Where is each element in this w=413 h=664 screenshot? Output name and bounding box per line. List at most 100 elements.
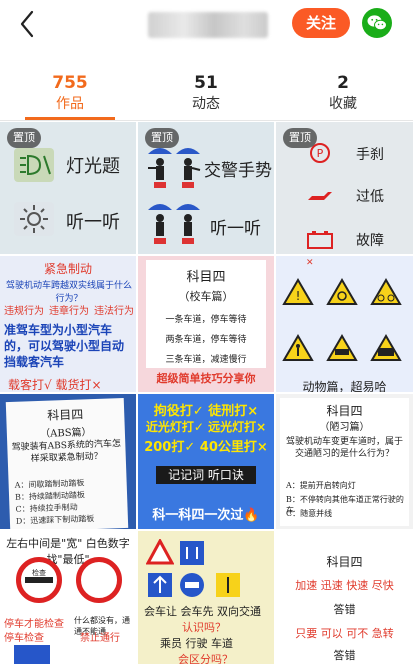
option: D：迅速踩下制动踏板 bbox=[15, 514, 95, 526]
video-tile-abs[interactable]: 科目四 （ABS篇） 驾驶装有ABS系统的汽车怎样采取紧急制动？ A：间歇踏制动… bbox=[0, 394, 136, 529]
headlight-icon bbox=[14, 148, 54, 182]
tab-favorites[interactable]: 2 收藏 bbox=[283, 72, 403, 114]
svg-text:!: ! bbox=[296, 289, 301, 303]
tile-subtitle: （陋习篇） bbox=[319, 422, 370, 433]
video-tile-school-bus[interactable]: 科目四 （校车篇） 一条车道，停车等待 两条车道，停车等待 三条车道，减速慢行 … bbox=[138, 256, 274, 392]
battery-icon bbox=[307, 231, 333, 249]
tab-moments[interactable]: 51 动态 bbox=[146, 72, 266, 114]
svg-text:P: P bbox=[317, 147, 324, 160]
tile-line: 200打✓ 40公里打× bbox=[144, 440, 268, 455]
video-tile-memory-tricks[interactable]: 拘役打✓ 徒刑打× 近光灯打✓ 远光灯打× 200打✓ 40公里打× 记记词 听… bbox=[138, 394, 274, 529]
pedestrian-sign-icon bbox=[282, 334, 314, 361]
profile-stats-tabs: 755 作品 51 动态 2 收藏 bbox=[0, 72, 413, 118]
cattle-sign-icon bbox=[326, 334, 358, 361]
video-tile-dashboard-warnings[interactable]: 置顶 P 手刹 过低 故障 bbox=[276, 122, 413, 254]
tile-label: 故障 bbox=[356, 233, 384, 249]
oil-pressure-icon bbox=[308, 192, 332, 200]
tile-label: 灯光题 bbox=[66, 156, 120, 177]
video-tile-speed-words[interactable]: 科目四 加速 迅速 快速 尽快 答错 只要 可以 可不 急转 答错 bbox=[276, 531, 413, 664]
paper-card: 科目四 （ABS篇） 驾驶装有ABS系统的汽车怎样采取紧急制动？ A：间歇踏制动… bbox=[5, 397, 129, 529]
light-sun-icon bbox=[14, 202, 54, 236]
tile-footer: 科一科四一次过🔥 bbox=[152, 508, 260, 523]
follow-button[interactable]: 关注 bbox=[292, 8, 350, 38]
user-nickname-blurred bbox=[148, 12, 268, 38]
tile-title: 科目四 bbox=[326, 555, 363, 569]
paper-card: 科目四 （校车篇） 一条车道，停车等待 两条车道，停车等待 三条车道，减速慢行 bbox=[146, 260, 266, 368]
video-tile-light-questions[interactable]: 置顶 灯光题 听一听 bbox=[0, 122, 136, 254]
video-tile-animal-signs[interactable]: ✕ ! 动物篇，超易哈 bbox=[276, 256, 413, 392]
tile-line: 答错 bbox=[333, 649, 356, 662]
car-sign-icon bbox=[180, 573, 204, 597]
tile-label: 手刹 bbox=[356, 147, 384, 163]
option: B：不停转向其他车道正常行驶的车 bbox=[286, 495, 404, 515]
tile-line: 两条车道，停车等待 bbox=[165, 335, 247, 345]
warning-sign-icon: ! bbox=[282, 278, 314, 305]
stop-check-sign-icon: 检查 bbox=[16, 557, 62, 603]
tile-label: 过低 bbox=[356, 189, 384, 205]
video-tile-emergency-braking[interactable]: 紧急制动 驾驶机动车跨越双实线属于什么行为？ 违规行为 违章行为 违法行为 准驾… bbox=[0, 256, 136, 392]
tile-label: 听一听 bbox=[66, 212, 120, 233]
lane-sign-icon bbox=[216, 573, 240, 597]
lane-sign-icon bbox=[14, 645, 50, 664]
option: 违规行为 bbox=[4, 306, 44, 317]
tile-line: 一条车道，停车等待 bbox=[165, 315, 247, 325]
sign-label: 停车才能检查 bbox=[4, 619, 64, 630]
tab-works[interactable]: 755 作品 bbox=[10, 72, 130, 114]
favorites-label: 收藏 bbox=[329, 96, 357, 112]
works-count: 755 bbox=[52, 73, 88, 93]
bicycle-sign-icon bbox=[370, 278, 402, 305]
video-tile-traffic-police-gestures[interactable]: 置顶 交警手势 听一听 bbox=[138, 122, 274, 254]
yield-sign-icon bbox=[146, 539, 174, 565]
option: A：提前开启转向灯 bbox=[286, 481, 356, 490]
favorites-count: 2 bbox=[337, 73, 349, 93]
tile-line: 拘役打✓ 徒刑打× bbox=[153, 404, 259, 419]
tile-line: 三条车道，减速慢行 bbox=[165, 355, 247, 365]
tile-footer: 超级简单技巧分享你 bbox=[156, 372, 256, 385]
tile-label: 听一听 bbox=[210, 219, 261, 239]
moments-count: 51 bbox=[194, 73, 218, 93]
tile-line: 认识吗？ bbox=[182, 621, 226, 634]
tile-title: 左右中间是"宽" 白色数字找"最低" bbox=[6, 537, 130, 566]
tile-subtitle: （校车篇） bbox=[178, 290, 234, 303]
tile-rule-text: 准驾车型为小型汽车的，可以驾驶小型自动挡载客汽车 bbox=[4, 323, 125, 369]
two-way-sign-icon bbox=[180, 541, 204, 565]
pinned-badge: 置顶 bbox=[7, 128, 41, 148]
tile-title: 科目四 bbox=[326, 404, 363, 418]
tile-line: 答错 bbox=[333, 603, 356, 616]
video-tile-meeting-cars[interactable]: 会车让 会车先 双向交通 认识吗？ 乘员 行驶 车道 会区分吗？ bbox=[138, 531, 274, 664]
back-arrow-icon[interactable] bbox=[14, 8, 42, 40]
wechat-share-icon[interactable] bbox=[362, 8, 392, 38]
top-bar: 关注 bbox=[0, 0, 413, 50]
tile-question: 驾驶装有ABS系统的汽车怎样采取紧急制动？ bbox=[11, 439, 122, 465]
tile-line: 乘员 行驶 车道 bbox=[160, 637, 233, 650]
no-entry-sign-icon bbox=[76, 557, 122, 603]
banner-text: 记记词 听口诀 bbox=[168, 468, 244, 482]
tile-line: 会车让 会车先 双向交通 bbox=[144, 605, 261, 618]
traffic-police-figures-icon bbox=[148, 148, 201, 244]
tile-question: 驾驶机动车跨越双实线属于什么行为？ bbox=[5, 281, 132, 304]
sign-label: 禁止通行 bbox=[80, 633, 120, 644]
tile-title: 紧急制动 bbox=[43, 262, 92, 276]
option: 违法行为 bbox=[94, 306, 134, 317]
tile-question: 驾驶机动车变更车道时，属于交通陋习的是什么行为？ bbox=[285, 437, 403, 459]
video-tile-bad-habits[interactable]: 科目四 （陋习篇） 驾驶机动车变更车道时，属于交通陋习的是什么行为？ A：提前开… bbox=[276, 394, 413, 529]
tile-line: 会区分吗？ bbox=[178, 653, 233, 664]
works-grid: 置顶 灯光题 听一听 置顶 交警手势 听一听 置顶 P 手刹 过低 故障 bbox=[0, 122, 413, 664]
tile-answer: 载客打√ 载货打× bbox=[8, 378, 102, 392]
works-label: 作品 bbox=[56, 96, 84, 112]
tile-caption: 动物篇，超易哈 bbox=[302, 380, 387, 392]
parking-brake-icon: P bbox=[310, 143, 330, 163]
cross-mark: ✕ bbox=[306, 258, 314, 268]
divider bbox=[0, 120, 413, 121]
tile-line: 加速 迅速 快速 尽快 bbox=[295, 579, 394, 592]
up-arrow-sign-icon bbox=[148, 573, 172, 597]
sign-text: 检查 bbox=[32, 568, 46, 577]
video-tile-inspection-signs[interactable]: 左右中间是"宽" 白色数字找"最低" 检查 停车才能检查 什么都没有，通通不能通… bbox=[0, 531, 136, 664]
option: C：持续拉手制动 bbox=[15, 502, 78, 514]
option: C：随意并线 bbox=[286, 509, 333, 518]
active-tab-indicator bbox=[25, 117, 115, 120]
pinned-badge: 置顶 bbox=[283, 128, 317, 148]
option: 违章行为 bbox=[49, 306, 89, 317]
tile-title: 科目四 bbox=[186, 270, 226, 285]
moments-label: 动态 bbox=[192, 96, 220, 112]
